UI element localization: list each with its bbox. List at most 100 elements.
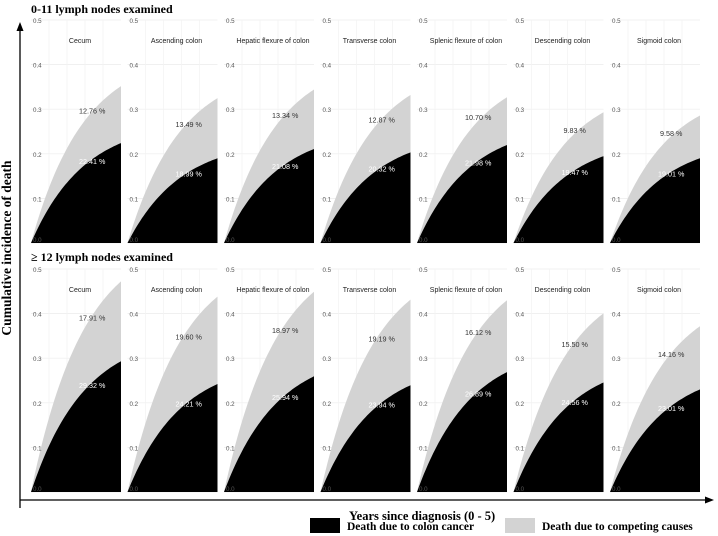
y-tick-label: 0.2: [516, 152, 525, 159]
y-tick-label: 0.1: [612, 445, 621, 452]
panel-title: Sigmoid colon: [637, 287, 681, 294]
area-colon-cancer: [513, 382, 604, 492]
legend-label-competing: Death due to competing causes: [542, 521, 693, 533]
competing-percent-label: 19.19 %: [369, 334, 396, 343]
area-colon-cancer: [224, 149, 314, 243]
y-tick-label: 0.1: [130, 196, 139, 203]
competing-percent-label: 9.58 %: [660, 129, 683, 138]
colon-cancer-percent-label: 23.01 %: [658, 404, 685, 413]
panel-title: Descending colon: [535, 38, 591, 45]
y-tick-label: 0.5: [419, 267, 428, 274]
panel-title: Transverse colon: [343, 38, 397, 45]
y-tick-label: 0.2: [323, 401, 332, 408]
y-tick-label: 0.2: [612, 152, 621, 159]
area-colon-cancer: [320, 385, 411, 492]
panel: 0.0 0.1 0.2 0.3 0.4 0.5 Ascending colon 13.49 %…: [127, 18, 218, 244]
panel: 0.0 0.1 0.2 0.3 0.4 0.5 Splenic flexure of col…: [417, 18, 507, 244]
x-axis-arrowhead: [705, 496, 714, 504]
competing-percent-label: 12.76 %: [79, 107, 106, 116]
colon-cancer-percent-label: 24.21 %: [176, 399, 203, 408]
area-colon-cancer: [127, 158, 218, 243]
y-tick-label: 0.2: [226, 152, 235, 159]
legend-swatch-colon-cancer: [310, 518, 340, 533]
competing-percent-label: 17.91 %: [79, 313, 106, 322]
colon-cancer-percent-label: 25.94 %: [272, 393, 299, 402]
y-tick-label: 0.0: [226, 486, 235, 493]
y-tick-label: 0.2: [33, 401, 42, 408]
y-tick-label: 0.0: [516, 237, 525, 244]
legend-swatch-competing: [505, 518, 535, 533]
competing-percent-label: 18.97 %: [272, 326, 299, 335]
y-tick-label: 0.5: [612, 18, 621, 25]
y-tick-label: 0.4: [226, 63, 235, 70]
panel: 0.0 0.1 0.2 0.3 0.4 0.5 Descending colon 9.83 %…: [513, 18, 604, 244]
panel-title: Sigmoid colon: [637, 38, 681, 45]
y-tick-label: 0.0: [33, 486, 42, 493]
y-tick-label: 0.5: [226, 267, 235, 274]
colon-cancer-percent-label: 23.94 %: [369, 400, 396, 409]
y-tick-label: 0.1: [419, 196, 428, 203]
y-tick-label: 0.3: [33, 356, 42, 363]
area-colon-cancer: [513, 156, 604, 243]
y-axis-label: Cumulative incidence of death: [0, 160, 14, 336]
y-tick-label: 0.1: [323, 445, 332, 452]
y-tick-label: 0.5: [33, 267, 42, 274]
colon-cancer-percent-label: 19.01 %: [658, 169, 685, 178]
y-tick-label: 0.4: [130, 63, 139, 70]
colon-cancer-percent-label: 29.32 %: [79, 381, 106, 390]
colon-cancer-percent-label: 21.08 %: [272, 162, 299, 171]
y-tick-label: 0.1: [33, 196, 42, 203]
panel: 0.0 0.1 0.2 0.3 0.4 0.5 Sigmoid colon 14.16 % 23…: [610, 267, 700, 493]
y-tick-label: 0.3: [226, 356, 235, 363]
legend-label-colon-cancer: Death due to colon cancer: [347, 521, 474, 533]
panel-title: Descending colon: [535, 287, 591, 294]
y-tick-label: 0.5: [130, 267, 139, 274]
colon-cancer-percent-label: 26.89 %: [465, 390, 492, 399]
y-tick-label: 0.3: [130, 107, 139, 114]
colon-cancer-percent-label: 22.41 %: [79, 157, 106, 166]
panel-title: Cecum: [69, 38, 91, 45]
panel-title: Ascending colon: [151, 38, 202, 45]
competing-percent-label: 9.83 %: [564, 126, 587, 135]
y-tick-label: 0.0: [612, 486, 621, 493]
panel-title: Transverse colon: [343, 287, 397, 294]
y-tick-label: 0.5: [323, 18, 332, 25]
y-tick-label: 0.2: [130, 401, 139, 408]
y-tick-label: 0.4: [612, 312, 621, 319]
y-tick-label: 0.0: [419, 486, 428, 493]
y-tick-label: 0.0: [33, 237, 42, 244]
y-tick-label: 0.1: [612, 196, 621, 203]
colon-cancer-percent-label: 20.32 %: [369, 165, 396, 174]
competing-percent-label: 10.70 %: [465, 113, 492, 122]
panels: 0.0 0.1 0.2 0.3 0.4 0.5 Cecum 12.76 % 22.41 % 0.0…: [31, 18, 700, 493]
y-tick-label: 0.4: [33, 63, 42, 70]
colon-cancer-percent-label: 24.56 %: [562, 398, 589, 407]
y-tick-label: 0.2: [516, 401, 525, 408]
y-tick-label: 0.2: [323, 152, 332, 159]
y-tick-label: 0.4: [516, 312, 525, 319]
y-tick-label: 0.0: [516, 486, 525, 493]
y-tick-label: 0.0: [130, 237, 139, 244]
panel-title: Splenic flexure of colon: [430, 287, 502, 294]
y-tick-label: 0.1: [226, 196, 235, 203]
area-colon-cancer: [31, 361, 121, 492]
area-colon-cancer: [31, 143, 121, 243]
colon-cancer-percent-label: 18.99 %: [176, 170, 203, 179]
y-tick-label: 0.3: [323, 356, 332, 363]
y-tick-label: 0.1: [516, 196, 525, 203]
panel-title: Hepatic flexure of colon: [236, 38, 309, 45]
competing-percent-label: 13.34 %: [272, 111, 299, 120]
y-tick-label: 0.5: [516, 18, 525, 25]
group-title-high-nodes: ≥ 12 lymph nodes examined: [31, 250, 173, 264]
y-tick-label: 0.3: [612, 356, 621, 363]
area-colon-cancer: [417, 372, 507, 492]
y-tick-label: 0.5: [612, 267, 621, 274]
y-tick-label: 0.4: [323, 63, 332, 70]
y-tick-label: 0.1: [419, 445, 428, 452]
y-tick-label: 0.1: [33, 445, 42, 452]
colon-cancer-percent-label: 19.47 %: [562, 168, 589, 177]
panel: 0.0 0.1 0.2 0.3 0.4 0.5 Transverse colon 19.19 …: [320, 267, 411, 493]
y-tick-label: 0.5: [419, 18, 428, 25]
area-colon-cancer: [610, 158, 700, 243]
